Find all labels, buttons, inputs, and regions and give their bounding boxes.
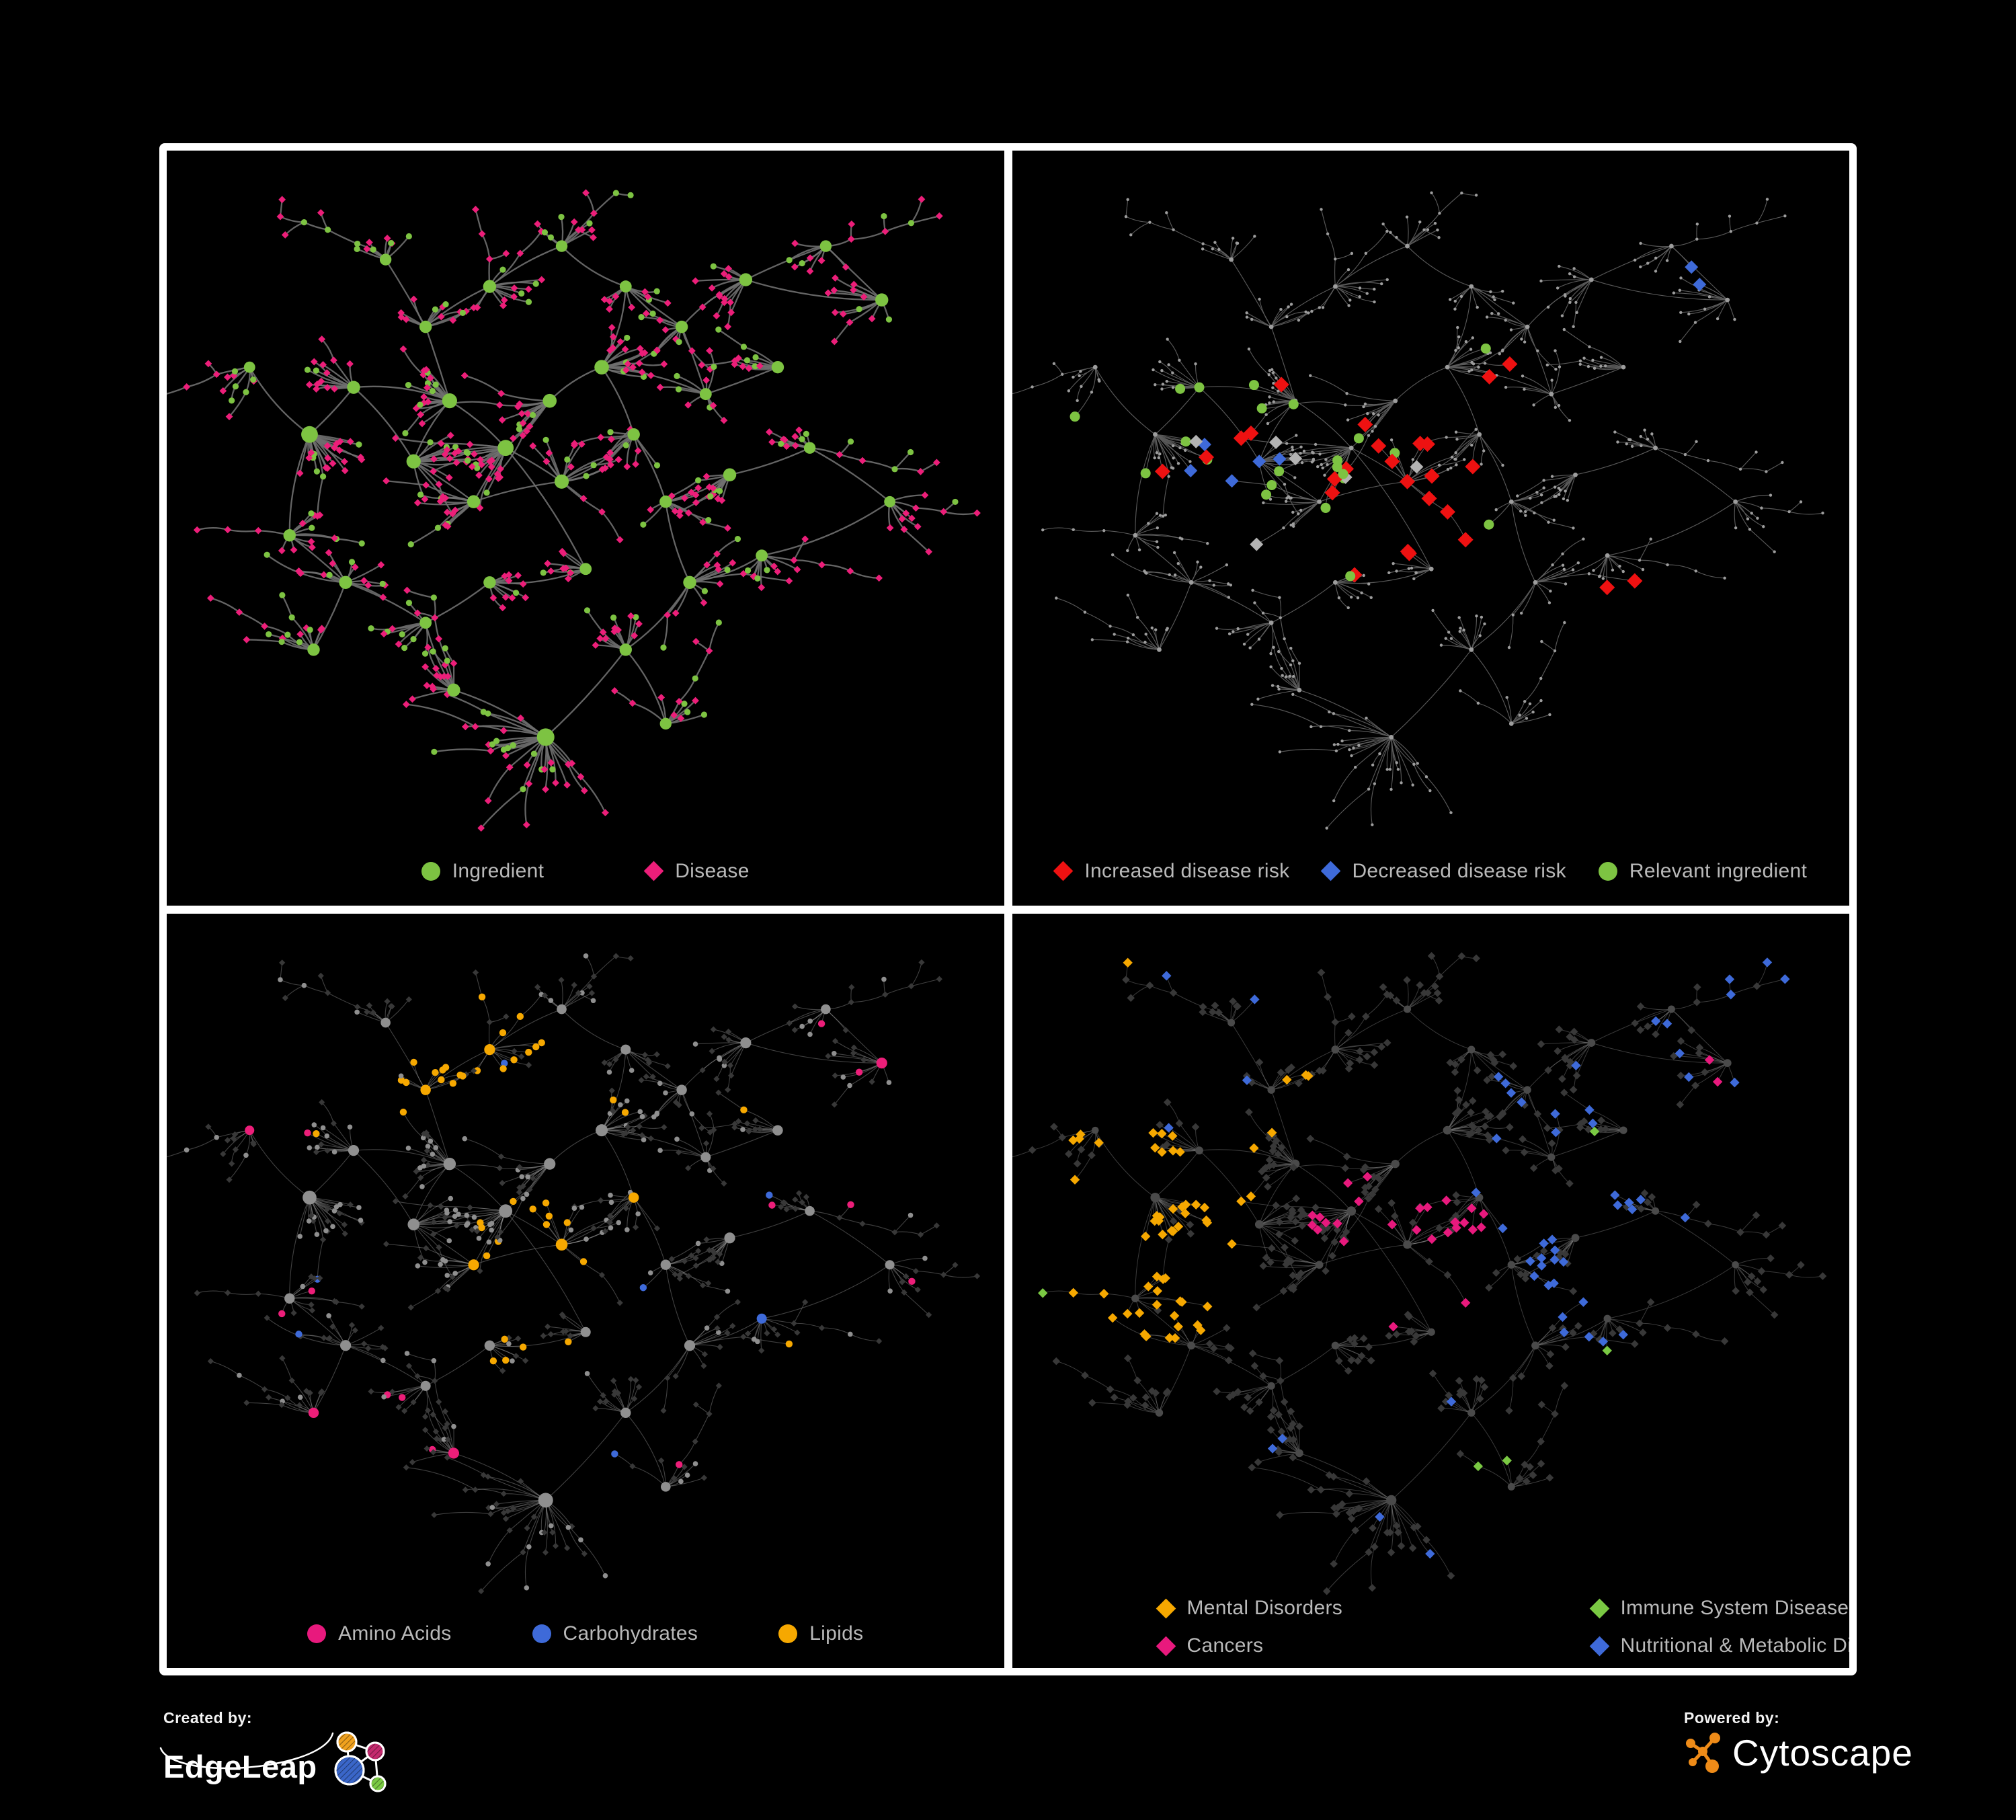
edgeleap-logo-icon: [334, 1731, 387, 1792]
legend-label-decreased-disease-risk: Decreased disease risk: [1352, 859, 1566, 882]
legend-disease-risk: Increased disease risk Decreased disease …: [1012, 860, 1850, 883]
legend-item-carbohydrates: Carbohydrates: [532, 1622, 698, 1645]
powered-by-label: Powered by:: [1684, 1709, 1780, 1727]
panel-ingredient-disease: Ingredient Disease: [167, 151, 1004, 906]
legend-item-amino-acids: Amino Acids: [307, 1622, 451, 1645]
legend-label-disease: Disease: [675, 859, 750, 882]
immune-system-diseases-legend-marker-icon: [1589, 1598, 1609, 1618]
decreased-disease-risk-legend-marker-icon: [1321, 861, 1341, 881]
amino-acids-legend-marker-icon: [307, 1624, 327, 1643]
cancers-legend-marker-icon: [1156, 1636, 1176, 1656]
panel-grid: Ingredient Disease Increased disease risk…: [159, 143, 1857, 1675]
legend-compound-classes: Amino Acids Carbohydrates Lipids: [167, 1622, 1004, 1645]
lipids-legend-marker-icon: [778, 1624, 798, 1643]
legend-label-immune-system-diseases: Immune System Diseases: [1620, 1597, 1850, 1619]
panel-disease-classes: Mental Disorders Immune System Diseases Ca…: [1012, 913, 1850, 1668]
edgeleap-credit: Created by: EdgeLeap: [159, 1709, 405, 1817]
panel-compound-classes: Amino Acids Carbohydrates Lipids: [167, 913, 1004, 1668]
cytoscape-wordmark: Cytoscape: [1732, 1731, 1913, 1774]
relevant-ingredient-legend-marker-icon: [1598, 861, 1617, 881]
ingredient-legend-marker-icon: [421, 861, 440, 881]
legend-label-relevant-ingredient: Relevant ingredient: [1629, 859, 1808, 882]
legend-item-ingredient: Ingredient: [421, 860, 544, 883]
legend-item-lipids: Lipids: [778, 1622, 863, 1645]
legend-item-cancers: Cancers: [1156, 1634, 1510, 1657]
legend-item-relevant-ingredient: Relevant ingredient: [1598, 859, 1808, 883]
disease-legend-marker-icon: [643, 861, 664, 881]
legend-item-decreased-disease-risk: Decreased disease risk: [1321, 859, 1566, 883]
footer: Created by: EdgeLeap: [0, 1678, 2016, 1820]
network-graph-disease-classes: [1012, 951, 1826, 1595]
legend-disease-classes: Mental Disorders Immune System Diseases Ca…: [1156, 1597, 1850, 1657]
legend-label-amino-acids: Amino Acids: [338, 1622, 452, 1645]
legend-ingredient-disease: Ingredient Disease: [167, 860, 1004, 883]
legend-item-mental-disorders: Mental Disorders: [1156, 1597, 1510, 1620]
network-graph-disease-risk: [1012, 191, 1824, 830]
legend-label-nutritional-metabolic-diseases: Nutritional & Metabolic Diseases: [1620, 1634, 1850, 1657]
mental-disorders-legend-marker-icon: [1156, 1598, 1176, 1618]
legend-label-lipids: Lipids: [809, 1622, 864, 1645]
cytoscape-credit: Powered by:: [1684, 1709, 1966, 1796]
legend-item-disease: Disease: [643, 859, 750, 883]
legend-item-increased-disease-risk: Increased disease risk: [1053, 859, 1290, 883]
nutritional-metabolic-diseases-legend-marker-icon: [1589, 1636, 1609, 1656]
created-by-label: Created by:: [163, 1709, 253, 1727]
panel-disease-risk: Increased disease risk Decreased disease …: [1012, 151, 1850, 906]
network-graph-ingredient-disease: [167, 189, 981, 832]
network-graph-compound-classes: [167, 953, 981, 1594]
carbohydrates-legend-marker-icon: [532, 1624, 551, 1643]
cytoscape-logo-icon: [1686, 1733, 1720, 1773]
increased-disease-risk-legend-marker-icon: [1053, 861, 1074, 881]
legend-item-nutritional-metabolic-diseases: Nutritional & Metabolic Diseases: [1589, 1634, 1850, 1657]
legend-item-immune-system-diseases: Immune System Diseases: [1589, 1597, 1850, 1620]
edgeleap-wordmark: EdgeLeap: [163, 1748, 317, 1784]
legend-label-carbohydrates: Carbohydrates: [563, 1622, 698, 1645]
legend-label-mental-disorders: Mental Disorders: [1186, 1597, 1343, 1619]
legend-label-ingredient: Ingredient: [452, 859, 545, 882]
legend-label-increased-disease-risk: Increased disease risk: [1084, 859, 1290, 882]
legend-label-cancers: Cancers: [1186, 1634, 1264, 1657]
